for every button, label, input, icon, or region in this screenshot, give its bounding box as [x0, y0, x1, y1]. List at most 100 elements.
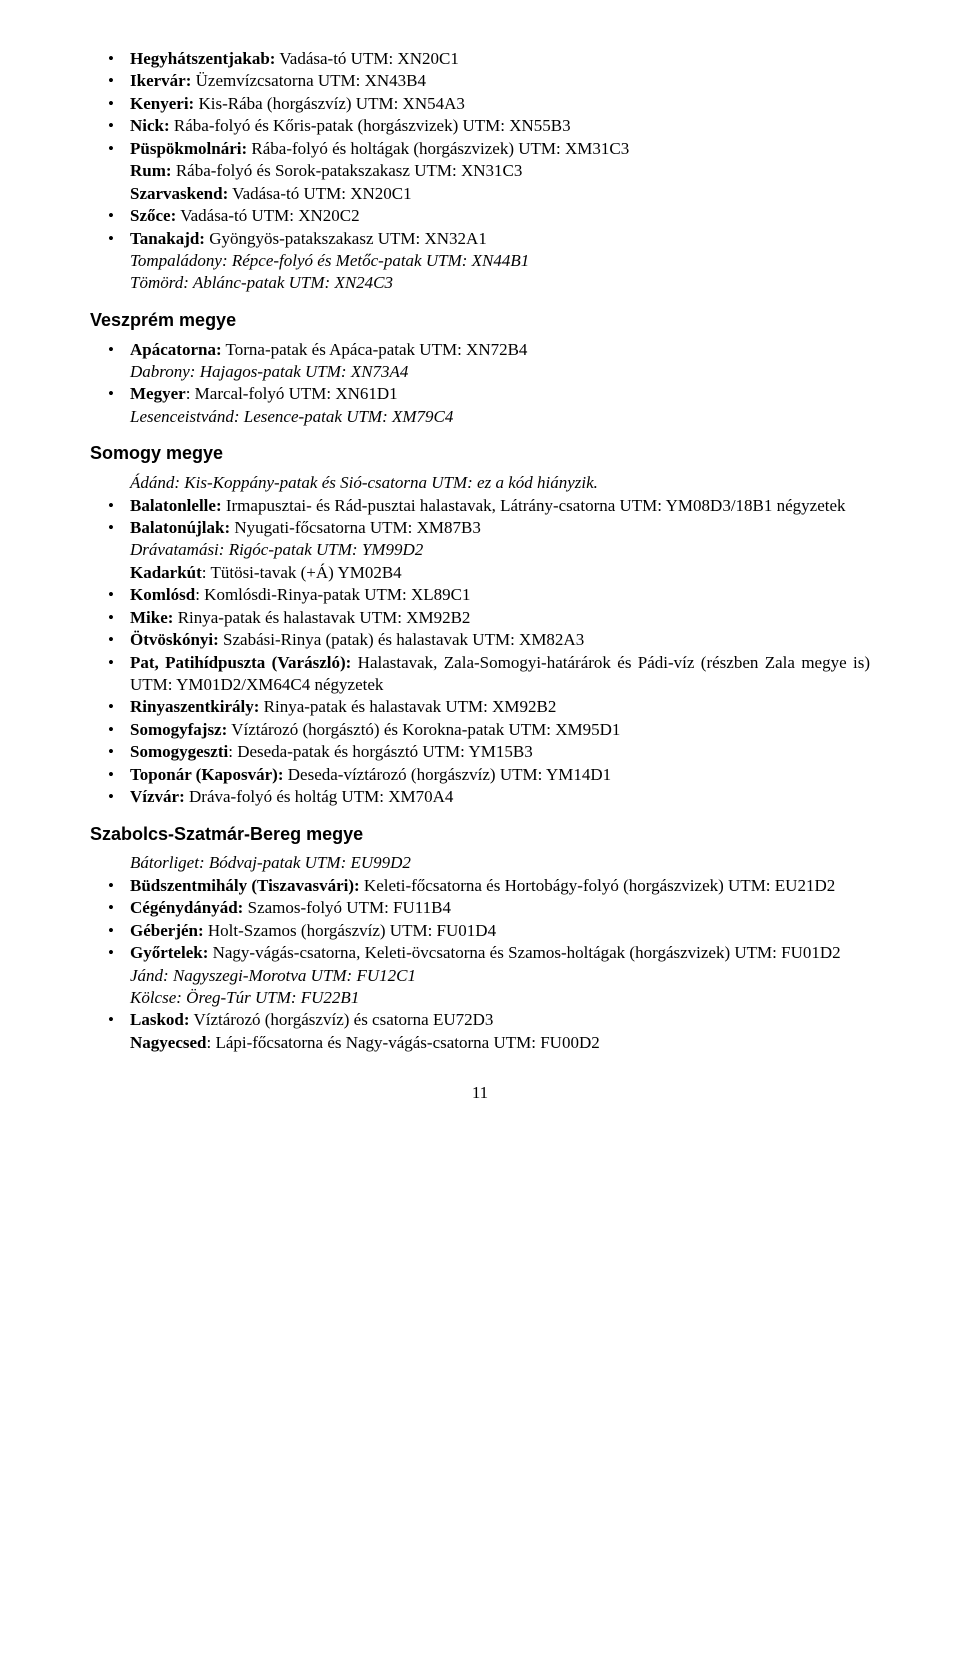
page-number: 11	[90, 1082, 870, 1104]
text-run: Rinya-patak és halastavak UTM: XM92B2	[259, 697, 556, 716]
text-run: Kis-Rába (horgászvíz) UTM: XN54A3	[194, 94, 465, 113]
text-run: Tömörd: Ablánc-patak UTM: XN24C3	[130, 273, 393, 292]
text-run: Géberjén:	[130, 921, 204, 940]
text-run: Győrtelek:	[130, 943, 208, 962]
text-run: Somogyfajsz:	[130, 720, 227, 739]
text-run: Laskod:	[130, 1010, 190, 1029]
text-run: Dabrony: Hajagos-patak UTM: XN73A4	[130, 362, 408, 381]
text-run: Vadása-tó UTM: XN20C1	[228, 184, 411, 203]
list-item: Drávatamási: Rigóc-patak UTM: YM99D2	[90, 539, 870, 561]
text-run: Holt-Szamos (horgászvíz) UTM: FU01D4	[204, 921, 496, 940]
list-item: Jánd: Nagyszegi-Morotva UTM: FU12C1	[90, 965, 870, 987]
list-item: Győrtelek: Nagy-vágás-csatorna, Keleti-ö…	[90, 942, 870, 964]
list-item: Tompaládony: Répce-folyó és Metőc-patak …	[90, 250, 870, 272]
text-run: Gyöngyös-patakszakasz UTM: XN32A1	[205, 229, 487, 248]
list-item: Kadarkút: Tütösi-tavak (+Á) YM02B4	[90, 562, 870, 584]
text-run: Torna-patak és Apáca-patak UTM: XN72B4	[222, 340, 528, 359]
text-run: Irmapusztai- és Rád-pusztai halastavak, …	[222, 496, 846, 515]
document-body: Hegyhátszentjakab: Vadása-tó UTM: XN20C1…	[90, 48, 870, 1054]
text-run: : Lápi-főcsatorna és Nagy-vágás-csatorna…	[206, 1033, 599, 1052]
list-item: Nagyecsed: Lápi-főcsatorna és Nagy-vágás…	[90, 1032, 870, 1054]
text-run: Hegyhátszentjakab:	[130, 49, 275, 68]
text-run: Üzemvízcsatorna UTM: XN43B4	[191, 71, 426, 90]
text-run: : Deseda-patak és horgásztó UTM: YM15B3	[228, 742, 533, 761]
text-run: Keleti-főcsatorna és Hortobágy-folyó (ho…	[360, 876, 836, 895]
list-item: Ádánd: Kis-Koppány-patak és Sió-csatorna…	[90, 472, 870, 494]
list-item: Géberjén: Holt-Szamos (horgászvíz) UTM: …	[90, 920, 870, 942]
text-run: Ádánd: Kis-Koppány-patak és Sió-csatorna…	[130, 473, 598, 492]
text-run: : Komlósdi-Rinya-patak UTM: XL89C1	[195, 585, 470, 604]
list-item: Balatonújlak: Nyugati-főcsatorna UTM: XM…	[90, 517, 870, 539]
text-run: Víztározó (horgásztó) és Korokna-patak U…	[227, 720, 620, 739]
list-item: Tanakajd: Gyöngyös-patakszakasz UTM: XN3…	[90, 228, 870, 250]
text-run: Kölcse: Öreg-Túr UTM: FU22B1	[130, 988, 359, 1007]
text-run: Deseda-víztározó (horgászvíz) UTM: YM14D…	[284, 765, 612, 784]
list-item: Vízvár: Dráva-folyó és holtág UTM: XM70A…	[90, 786, 870, 808]
text-run: Toponár (Kaposvár):	[130, 765, 284, 784]
list-item: Balatonlelle: Irmapusztai- és Rád-puszta…	[90, 495, 870, 517]
text-run: Víztározó (horgászvíz) és csatorna EU72D…	[190, 1010, 494, 1029]
list-item: Püspökmolnári: Rába-folyó és holtágak (h…	[90, 138, 870, 160]
text-run: Kenyeri:	[130, 94, 194, 113]
list-item: Bátorliget: Bódvaj-patak UTM: EU99D2	[90, 852, 870, 874]
list-item: Lesenceistvánd: Lesence-patak UTM: XM79C…	[90, 406, 870, 428]
text-run: Rába-folyó és Kőris-patak (horgászvizek)…	[170, 116, 571, 135]
text-run: Jánd: Nagyszegi-Morotva UTM: FU12C1	[130, 966, 416, 985]
text-run: Nagyecsed	[130, 1033, 206, 1052]
text-run: Szabási-Rinya (patak) és halastavak UTM:…	[219, 630, 584, 649]
item-list: Hegyhátszentjakab: Vadása-tó UTM: XN20C1…	[90, 48, 870, 295]
list-item: Pat, Patihídpuszta (Varászló): Halastava…	[90, 652, 870, 697]
text-run: Rába-folyó és holtágak (horgászvizek) UT…	[247, 139, 629, 158]
text-run: Rum:	[130, 161, 172, 180]
text-run: Vízvár:	[130, 787, 185, 806]
list-item: Laskod: Víztározó (horgászvíz) és csator…	[90, 1009, 870, 1031]
text-run: Megyer	[130, 384, 186, 403]
text-run: Tompaládony: Répce-folyó és Metőc-patak …	[130, 251, 529, 270]
list-item: Cégénydányád: Szamos-folyó UTM: FU11B4	[90, 897, 870, 919]
section-heading: Szabolcs-Szatmár-Bereg megye	[90, 823, 870, 847]
text-run: Komlósd	[130, 585, 195, 604]
list-item: Hegyhátszentjakab: Vadása-tó UTM: XN20C1	[90, 48, 870, 70]
list-item: Kölcse: Öreg-Túr UTM: FU22B1	[90, 987, 870, 1009]
text-run: Dráva-folyó és holtág UTM: XM70A4	[185, 787, 454, 806]
text-run: Rinyaszentkirály:	[130, 697, 259, 716]
text-run: : Tütösi-tavak (+Á) YM02B4	[202, 563, 402, 582]
list-item: Rinyaszentkirály: Rinya-patak és halasta…	[90, 696, 870, 718]
text-run: Nyugati-főcsatorna UTM: XM87B3	[230, 518, 481, 537]
text-run: Szarvaskend:	[130, 184, 228, 203]
text-run: Balatonlelle:	[130, 496, 222, 515]
text-run: Balatonújlak:	[130, 518, 230, 537]
list-item: Komlósd: Komlósdi-Rinya-patak UTM: XL89C…	[90, 584, 870, 606]
text-run: Ikervár:	[130, 71, 191, 90]
text-run: Nick:	[130, 116, 170, 135]
list-item: Ikervár: Üzemvízcsatorna UTM: XN43B4	[90, 70, 870, 92]
text-run: Cégénydányád:	[130, 898, 243, 917]
list-item: Somogygeszti: Deseda-patak és horgásztó …	[90, 741, 870, 763]
list-item: Toponár (Kaposvár): Deseda-víztározó (ho…	[90, 764, 870, 786]
list-item: Tömörd: Ablánc-patak UTM: XN24C3	[90, 272, 870, 294]
list-item: Szarvaskend: Vadása-tó UTM: XN20C1	[90, 183, 870, 205]
text-run: Rinya-patak és halastavak UTM: XM92B2	[173, 608, 470, 627]
list-item: Szőce: Vadása-tó UTM: XN20C2	[90, 205, 870, 227]
item-list: Apácatorna: Torna-patak és Apáca-patak U…	[90, 339, 870, 429]
text-run: Szőce:	[130, 206, 176, 225]
list-item: Megyer: Marcal-folyó UTM: XN61D1	[90, 383, 870, 405]
text-run: : Marcal-folyó UTM: XN61D1	[186, 384, 398, 403]
list-item: Rum: Rába-folyó és Sorok-patakszakasz UT…	[90, 160, 870, 182]
list-item: Ötvöskónyi: Szabási-Rinya (patak) és hal…	[90, 629, 870, 651]
text-run: Lesenceistvánd: Lesence-patak UTM: XM79C…	[130, 407, 453, 426]
list-item: Nick: Rába-folyó és Kőris-patak (horgász…	[90, 115, 870, 137]
item-list: Ádánd: Kis-Koppány-patak és Sió-csatorna…	[90, 472, 870, 809]
list-item: Mike: Rinya-patak és halastavak UTM: XM9…	[90, 607, 870, 629]
list-item: Büdszentmihály (Tiszavasvári): Keleti-fő…	[90, 875, 870, 897]
text-run: Bátorliget: Bódvaj-patak UTM: EU99D2	[130, 853, 411, 872]
text-run: Nagy-vágás-csatorna, Keleti-övcsatorna é…	[208, 943, 840, 962]
list-item: Kenyeri: Kis-Rába (horgászvíz) UTM: XN54…	[90, 93, 870, 115]
text-run: Pat, Patihídpuszta (Varászló):	[130, 653, 351, 672]
text-run: Büdszentmihály (Tiszavasvári):	[130, 876, 360, 895]
text-run: Ötvöskónyi:	[130, 630, 219, 649]
text-run: Mike:	[130, 608, 173, 627]
text-run: Vadása-tó UTM: XN20C2	[176, 206, 359, 225]
text-run: Rába-folyó és Sorok-patakszakasz UTM: XN…	[172, 161, 523, 180]
text-run: Szamos-folyó UTM: FU11B4	[243, 898, 451, 917]
